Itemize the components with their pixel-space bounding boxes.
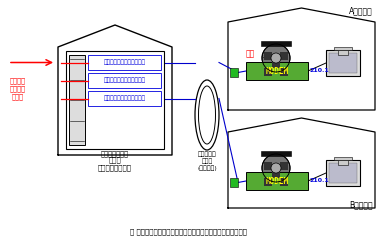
- Bar: [280, 178, 288, 186]
- Circle shape: [262, 44, 290, 72]
- Bar: [66, 51, 164, 149]
- Text: 外す: 外す: [245, 49, 254, 59]
- Text: MODEM: MODEM: [265, 66, 288, 76]
- Bar: [329, 53, 357, 73]
- Bar: [338, 160, 348, 165]
- Circle shape: [271, 163, 281, 173]
- Bar: [230, 178, 238, 187]
- Text: ２１０．１６８．０．６１: ２１０．１６８．０．６１: [104, 60, 146, 65]
- Bar: [264, 68, 272, 76]
- Bar: [230, 68, 238, 77]
- Bar: [264, 162, 272, 170]
- Bar: [326, 160, 360, 186]
- Text: Bさんの家: Bさんの家: [349, 200, 373, 209]
- Bar: [329, 163, 357, 183]
- Bar: [264, 52, 272, 60]
- Bar: [264, 178, 272, 186]
- Bar: [88, 55, 161, 70]
- Bar: [261, 151, 291, 156]
- Text: 電話会社の
交換機
(電話回線): 電話会社の 交換機 (電話回線): [197, 151, 217, 171]
- Text: MODEM: MODEM: [265, 176, 288, 186]
- Bar: [280, 52, 288, 60]
- Text: 210.168.0.51: 210.168.0.51: [310, 68, 356, 73]
- Bar: [334, 157, 352, 160]
- Ellipse shape: [195, 80, 219, 150]
- Bar: [88, 91, 161, 106]
- Text: ２１０．１６８．０．６３: ２１０．１６８．０．６３: [104, 96, 146, 101]
- Bar: [280, 162, 288, 170]
- Text: Aさんの家: Aさんの家: [349, 6, 373, 15]
- Bar: [272, 60, 280, 68]
- Circle shape: [271, 53, 281, 63]
- Text: ２１０．１６８．０．６２: ２１０．１６８．０．６２: [104, 78, 146, 83]
- Text: 図 ３．１－１．普通の電話回線でのインターネットへの接続: 図 ３．１－１．普通の電話回線でのインターネットへの接続: [130, 228, 247, 235]
- Text: 210.168.0.53: 210.168.0.53: [310, 179, 356, 184]
- Circle shape: [262, 154, 290, 182]
- Text: インター
ネットの
世界へ: インター ネットの 世界へ: [10, 77, 26, 100]
- Bar: [261, 41, 291, 46]
- Bar: [280, 68, 288, 76]
- Bar: [326, 50, 360, 76]
- Bar: [246, 172, 308, 190]
- Bar: [88, 73, 161, 88]
- Bar: [272, 170, 280, 178]
- Bar: [334, 47, 352, 50]
- Bar: [338, 50, 348, 55]
- Ellipse shape: [199, 86, 216, 144]
- Bar: [246, 62, 308, 80]
- Text: ＩＳＰ
（プロバイダー）: ＩＳＰ （プロバイダー）: [98, 156, 132, 171]
- Bar: [69, 55, 85, 145]
- Text: 電話回線の受け: 電話回線の受け: [101, 150, 129, 157]
